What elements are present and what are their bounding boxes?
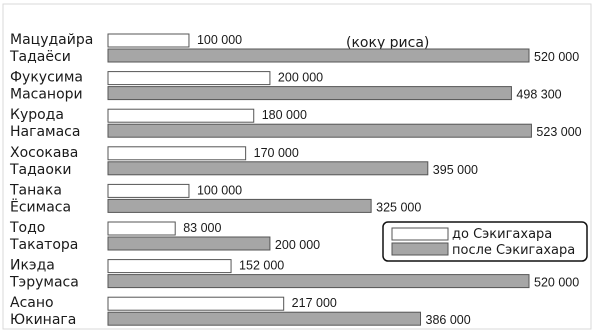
value-label-after: 386 000 — [426, 313, 471, 327]
category-label-line1: Танака — [9, 182, 62, 198]
bar-before — [107, 146, 247, 161]
legend-swatch-before — [391, 227, 449, 241]
value-label-before: 152 000 — [239, 259, 284, 273]
value-label-before: 170 000 — [254, 146, 299, 160]
bar-before — [107, 259, 232, 274]
value-label-after: 523 000 — [536, 125, 581, 139]
category-label-line2: Тэрумаса — [9, 275, 79, 291]
category-label-line2: Нагамаса — [10, 124, 80, 140]
bar-before — [107, 183, 190, 198]
bar-after — [107, 274, 530, 289]
unit-label: (коку риса) — [346, 35, 429, 51]
bar-before — [107, 33, 190, 48]
category-label-line2: Тадаёси — [9, 49, 71, 65]
value-label-before: 83 000 — [183, 221, 221, 235]
bar-after — [107, 48, 530, 63]
category-label-line2: Юкинага — [10, 312, 76, 328]
category-label-line1: Хосокава — [10, 145, 78, 161]
category-label-line2: Тадаоки — [9, 162, 72, 178]
value-label-before: 100 000 — [197, 183, 242, 197]
value-label-after: 325 000 — [376, 200, 421, 214]
bar-before — [107, 221, 176, 236]
bar-after — [107, 86, 512, 101]
bar-before — [107, 108, 255, 123]
bar-after — [107, 161, 429, 176]
category-label-line2: Ёсимаса — [10, 197, 71, 215]
category-label-line1: Икэда — [10, 258, 55, 274]
value-label-before: 217 000 — [292, 296, 337, 310]
value-label-after: 520 000 — [534, 50, 579, 64]
category-label-line2: Масанори — [10, 87, 83, 103]
legend-label-after: после Сэкигахара — [452, 243, 575, 258]
category-label-line1: Мацудайра — [10, 32, 93, 48]
category-label-line1: Тодо — [9, 220, 45, 236]
value-label-before: 100 000 — [197, 33, 242, 47]
legend-swatch-after — [391, 242, 449, 256]
category-label-line1: Курода — [10, 107, 64, 123]
bar-after — [107, 123, 532, 138]
value-label-before: 200 000 — [278, 71, 323, 85]
category-label-line2: Такатора — [9, 237, 78, 253]
value-label-after: 520 000 — [534, 276, 579, 290]
legend-label-before: до Сэкигахара — [452, 227, 552, 242]
value-label-after: 395 000 — [433, 163, 478, 177]
value-label-before: 180 000 — [262, 108, 307, 122]
bar-after — [107, 311, 422, 326]
value-label-after: 200 000 — [275, 238, 320, 252]
bar-after — [107, 236, 271, 251]
category-label-line1: Фукусима — [10, 70, 83, 86]
bar-before — [107, 296, 285, 311]
category-label-line1: Асано — [10, 295, 54, 311]
bar-after — [107, 198, 372, 213]
value-label-after: 498 300 — [516, 88, 561, 102]
bar-before — [107, 71, 271, 86]
